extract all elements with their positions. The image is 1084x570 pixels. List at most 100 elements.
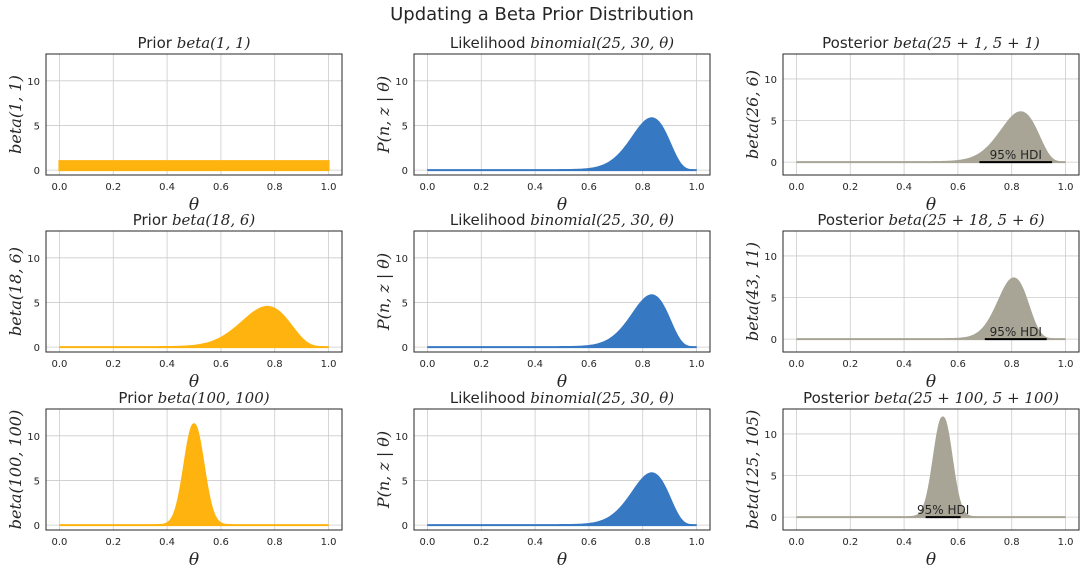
likelihood-area	[427, 472, 697, 527]
x-tick-label: 1.0	[1058, 537, 1074, 548]
x-axis-label: θ	[189, 195, 199, 215]
x-tick-label: 0.8	[267, 359, 283, 370]
subplot-title: Posterior beta(25 + 100, 5 + 100)	[803, 389, 1059, 407]
x-tick-label: 1.0	[689, 359, 705, 370]
y-tick-label: 5	[402, 476, 408, 487]
x-tick-label: 0.6	[581, 537, 597, 548]
y-tick-label: 5	[402, 298, 408, 309]
y-axis-label: P(n, z | θ)	[374, 431, 393, 509]
subplot-8: 0.0 0.2 0.4 0.6 0.8 1.0 0 5 10 Likelihood binomia…	[374, 389, 711, 570]
subplot-2: 0.0 0.2 0.4 0.6 0.8 1.0 0 5 10 Likelihood binomia…	[374, 34, 711, 215]
subplot-3: 0.0 0.2 0.4 0.6 0.8 1.0 0 5 10 95% HDI Posterior b…	[743, 34, 1080, 215]
y-axis-label: beta(125, 105)	[743, 410, 762, 529]
subplot-title: Likelihood binomial(25, 30, θ)	[450, 389, 674, 407]
y-tick-label: 10	[27, 77, 40, 88]
subplot-title: Prior beta(18, 6)	[133, 211, 256, 229]
x-tick-label: 1.0	[689, 537, 705, 548]
likelihood-area	[427, 117, 697, 172]
x-tick-label: 0.2	[842, 359, 858, 370]
y-tick-label: 5	[34, 121, 40, 132]
subplot-7: 0.0 0.2 0.4 0.6 0.8 1.0 0 5 10 Prior beta(100, 10…	[6, 389, 343, 570]
y-tick-label: 0	[34, 521, 40, 532]
subplot-title: Posterior beta(25 + 18, 5 + 6)	[817, 211, 1044, 229]
hdi-label: 95% HDI	[990, 325, 1042, 339]
y-tick-label: 0	[771, 158, 777, 169]
x-tick-label: 0.8	[1004, 359, 1020, 370]
x-tick-label: 0.6	[950, 182, 966, 193]
subplot-title: Posterior beta(25 + 1, 5 + 1)	[822, 34, 1040, 52]
y-tick-label: 5	[402, 121, 408, 132]
axes-frame	[413, 230, 711, 353]
y-tick-label: 10	[764, 252, 777, 263]
axes-frame	[413, 53, 711, 176]
prior-area	[58, 160, 330, 172]
y-tick-label: 0	[771, 335, 777, 346]
axes-frame	[782, 53, 1080, 176]
hdi-label: 95% HDI	[990, 148, 1042, 162]
x-tick-label: 0.4	[159, 182, 175, 193]
x-tick-label: 1.0	[1058, 182, 1074, 193]
y-tick-label: 10	[395, 254, 408, 265]
y-axis-label: P(n, z | θ)	[374, 253, 393, 331]
subplot-5: 0.0 0.2 0.4 0.6 0.8 1.0 0 5 10 Likelihood binomia…	[374, 211, 711, 392]
subplot-9: 0.0 0.2 0.4 0.6 0.8 1.0 0 5 10 95% HDI Posterior b…	[743, 389, 1080, 570]
y-tick-label: 10	[395, 77, 408, 88]
x-tick-label: 0.6	[213, 182, 229, 193]
x-tick-label: 0.0	[789, 182, 805, 193]
x-tick-label: 1.0	[321, 182, 337, 193]
x-tick-label: 0.2	[105, 537, 121, 548]
axes-frame	[45, 230, 343, 353]
subplot-1: 0.0 0.2 0.4 0.6 0.8 1.0 0 5 10 Prior beta(1, 1) be…	[6, 34, 343, 215]
x-tick-label: 0.0	[789, 537, 805, 548]
x-tick-label: 0.6	[950, 359, 966, 370]
y-axis-label: beta(26, 6)	[743, 70, 762, 159]
y-tick-label: 5	[771, 294, 777, 305]
x-tick-label: 0.0	[52, 537, 68, 548]
x-tick-label: 0.6	[213, 359, 229, 370]
posterior-area	[796, 277, 1066, 341]
x-tick-label: 0.2	[105, 359, 121, 370]
x-tick-label: 0.6	[581, 359, 597, 370]
x-tick-label: 1.0	[689, 182, 705, 193]
x-tick-label: 0.2	[842, 537, 858, 548]
x-axis-label: θ	[926, 550, 936, 570]
x-tick-label: 1.0	[1058, 359, 1074, 370]
y-tick-label: 5	[34, 476, 40, 487]
y-tick-label: 0	[402, 166, 408, 177]
x-tick-label: 0.8	[267, 182, 283, 193]
x-tick-label: 0.4	[896, 537, 912, 548]
likelihood-area	[427, 294, 697, 349]
x-tick-label: 0.0	[420, 359, 436, 370]
x-tick-label: 1.0	[321, 359, 337, 370]
axes-frame	[45, 53, 343, 176]
x-tick-label: 0.4	[896, 359, 912, 370]
x-axis-label: θ	[926, 195, 936, 215]
x-axis-label: θ	[557, 372, 567, 392]
y-tick-label: 10	[27, 254, 40, 265]
axes-frame	[45, 408, 343, 531]
x-tick-label: 0.0	[52, 182, 68, 193]
subplot-title: Likelihood binomial(25, 30, θ)	[450, 34, 674, 52]
subplot-title: Prior beta(1, 1)	[137, 34, 250, 52]
y-tick-label: 0	[34, 166, 40, 177]
x-tick-label: 0.2	[473, 537, 489, 548]
x-axis-label: θ	[189, 550, 199, 570]
x-tick-label: 0.8	[635, 359, 651, 370]
x-tick-label: 0.4	[527, 537, 543, 548]
axes-frame	[413, 408, 711, 531]
x-tick-label: 0.8	[267, 537, 283, 548]
y-tick-label: 10	[27, 432, 40, 443]
x-tick-label: 0.4	[527, 182, 543, 193]
y-tick-label: 0	[771, 513, 777, 524]
x-tick-label: 0.2	[842, 182, 858, 193]
x-tick-label: 0.0	[789, 359, 805, 370]
y-axis-label: beta(100, 100)	[6, 410, 25, 529]
axes-frame	[782, 230, 1080, 353]
x-tick-label: 0.8	[635, 182, 651, 193]
hdi-label: 95% HDI	[917, 503, 969, 517]
y-tick-label: 5	[34, 298, 40, 309]
prior-area	[59, 423, 329, 527]
y-tick-label: 0	[402, 343, 408, 354]
